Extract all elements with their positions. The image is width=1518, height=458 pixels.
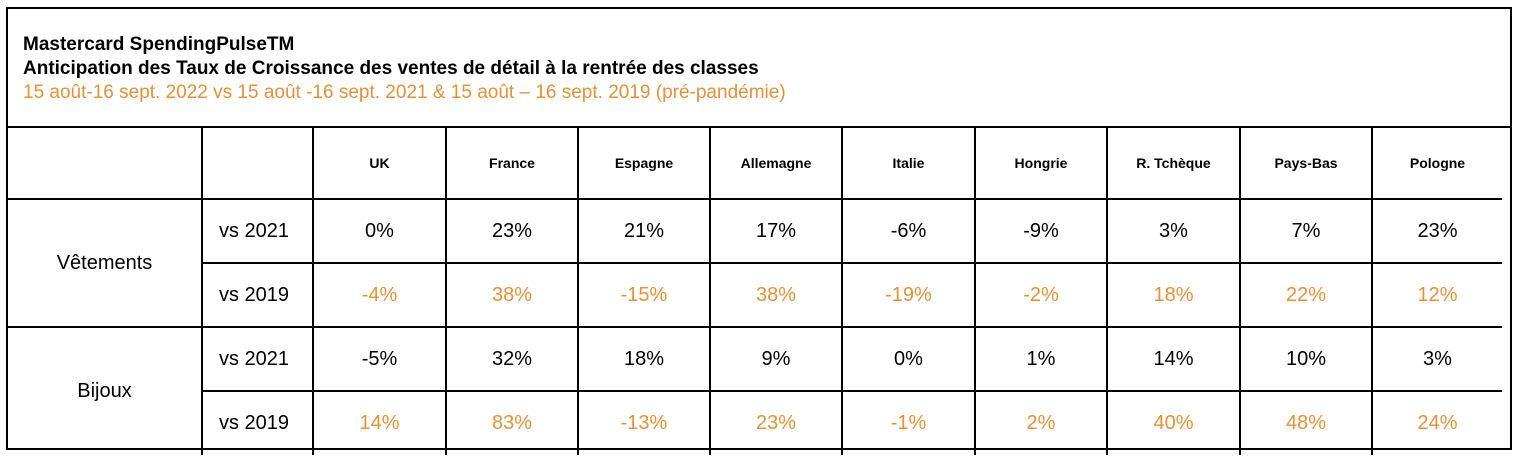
column-header: Pologne xyxy=(1371,126,1502,200)
comparison-label: vs 2021 xyxy=(201,326,314,392)
value-cell: 2% xyxy=(974,390,1108,455)
column-header: Espagne xyxy=(577,126,711,200)
value-cell: 83% xyxy=(445,390,579,455)
value-cell: -2% xyxy=(974,262,1108,328)
value-cell: 24% xyxy=(1371,390,1502,455)
column-header: Italie xyxy=(841,126,976,200)
value-cell: -1% xyxy=(841,390,976,455)
value-cell: 3% xyxy=(1371,326,1502,392)
value-cell: 32% xyxy=(445,326,579,392)
table-frame: Mastercard SpendingPulseTM Anticipation … xyxy=(6,7,1512,455)
value-cell: 18% xyxy=(1106,262,1241,328)
table-row: Vêtements vs 2021 0% 23% 21% 17% -6% -9%… xyxy=(8,198,1502,328)
value-cell: 14% xyxy=(312,390,447,455)
column-header: Hongrie xyxy=(974,126,1108,200)
value-cell: 17% xyxy=(709,198,843,264)
title-line-1: Mastercard SpendingPulseTM xyxy=(23,34,295,55)
corner-cell xyxy=(201,126,314,200)
growth-table: UK France Espagne Allemagne Italie Hongr… xyxy=(8,126,1502,455)
table-row: vs 2019 -4% 38% -15% 38% -19% -2% 18% 22… xyxy=(8,262,1502,328)
column-header: France xyxy=(445,126,579,200)
category-cell: Bijoux xyxy=(8,326,203,455)
value-cell: -5% xyxy=(312,326,447,392)
column-header: Pays-Bas xyxy=(1239,126,1373,200)
value-cell: -13% xyxy=(577,390,711,455)
value-cell: 14% xyxy=(1106,326,1241,392)
column-header-row: UK France Espagne Allemagne Italie Hongr… xyxy=(8,126,1502,200)
value-cell: 7% xyxy=(1239,198,1373,264)
value-cell: 18% xyxy=(577,326,711,392)
column-header: UK xyxy=(312,126,447,200)
comparison-label: vs 2019 xyxy=(202,262,314,328)
value-cell: 48% xyxy=(1239,390,1373,455)
table-row: vs 2019 14% 83% -13% 23% -1% 2% 40% 48% … xyxy=(8,390,1502,455)
value-cell: 23% xyxy=(709,390,843,455)
comparison-label: vs 2019 xyxy=(202,390,314,455)
column-header: Allemagne xyxy=(709,126,843,200)
comparison-label: vs 2021 xyxy=(201,198,314,264)
value-cell: 1% xyxy=(974,326,1108,392)
value-cell: 0% xyxy=(312,198,447,264)
column-header: R. Tchèque xyxy=(1106,126,1241,200)
value-cell: 21% xyxy=(577,198,711,264)
value-cell: 38% xyxy=(445,262,579,328)
value-cell: 0% xyxy=(841,326,976,392)
table-row: Bijoux vs 2021 -5% 32% 18% 9% 0% 1% 14% … xyxy=(8,326,1502,455)
title-line-2: Anticipation des Taux de Croissance des … xyxy=(23,58,759,79)
table-header: Mastercard SpendingPulseTM Anticipation … xyxy=(8,9,1510,128)
value-cell: -15% xyxy=(577,262,711,328)
value-cell: 10% xyxy=(1239,326,1373,392)
value-cell: 9% xyxy=(709,326,843,392)
value-cell: 23% xyxy=(445,198,579,264)
value-cell: 22% xyxy=(1239,262,1373,328)
value-cell: -9% xyxy=(974,198,1108,264)
value-cell: 23% xyxy=(1371,198,1502,264)
value-cell: 12% xyxy=(1371,262,1502,328)
value-cell: -4% xyxy=(312,262,447,328)
value-cell: 3% xyxy=(1106,198,1241,264)
title-period: 15 août-16 sept. 2022 vs 15 août -16 sep… xyxy=(23,82,786,103)
value-cell: -19% xyxy=(841,262,976,328)
category-cell: Vêtements xyxy=(8,198,203,328)
value-cell: 38% xyxy=(709,262,843,328)
value-cell: 40% xyxy=(1106,390,1241,455)
value-cell: -6% xyxy=(841,198,976,264)
corner-cell xyxy=(8,126,203,200)
